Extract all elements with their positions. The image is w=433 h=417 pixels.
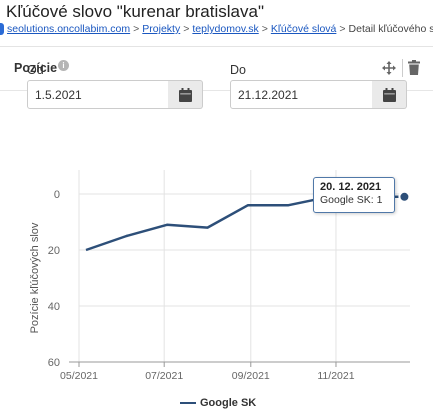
date-from-label: Od	[27, 63, 44, 77]
panel-header: Pozície i	[0, 47, 433, 91]
breadcrumb-separator: >	[133, 23, 140, 35]
x-tick-label: 07/2021	[145, 370, 183, 382]
breadcrumb-marker	[0, 23, 4, 35]
breadcrumb-link-project[interactable]: teplydomov.sk	[192, 23, 259, 35]
breadcrumb-separator: >	[339, 23, 346, 35]
y-tick-label: 20	[48, 245, 60, 257]
y-tick-label: 0	[54, 189, 60, 201]
breadcrumb-link-home[interactable]: seolutions.oncollabim.com	[7, 23, 131, 35]
y-tick-label: 60	[48, 357, 60, 369]
breadcrumb-separator: >	[261, 23, 268, 35]
legend-swatch	[180, 402, 196, 404]
calendar-icon	[383, 88, 396, 102]
x-tick-label: 09/2021	[232, 370, 270, 382]
info-icon[interactable]: i	[58, 60, 69, 71]
y-tick-label: 40	[48, 301, 60, 313]
calendar-icon	[179, 88, 192, 102]
breadcrumb-link-keywords[interactable]: Kľúčové slová	[270, 23, 337, 35]
page-title: Kľúčové slovo "kurenar bratislava"	[6, 2, 264, 21]
date-from-input[interactable]: 1.5.2021	[27, 80, 169, 109]
header-divider	[402, 59, 403, 77]
tooltip-date: 20. 12. 2021	[320, 181, 382, 193]
breadcrumb: seolutions.oncollabim.com > Projekty > t…	[0, 23, 433, 35]
x-tick-label: 05/2021	[60, 370, 98, 382]
chart-legend[interactable]: Google SK	[180, 397, 256, 409]
breadcrumb-current: Detail kľúčového slova	[348, 23, 433, 35]
trash-icon[interactable]	[408, 60, 420, 75]
move-icon[interactable]	[382, 61, 396, 75]
breadcrumb-separator: >	[183, 23, 190, 35]
panel-title: Pozície	[14, 61, 58, 75]
date-to-label: Do	[230, 63, 246, 77]
highlighted-point	[398, 190, 411, 203]
x-tick-label: 11/2021	[317, 370, 354, 382]
breadcrumb-link-projects[interactable]: Projekty	[142, 23, 181, 35]
tooltip-value: Google SK: 1	[320, 194, 383, 206]
legend-label: Google SK	[200, 397, 257, 409]
date-to-calendar-button[interactable]	[372, 80, 407, 109]
date-from-calendar-button[interactable]	[168, 80, 203, 109]
chart-tooltip: 20. 12. 2021 Google SK: 1	[313, 177, 395, 213]
date-to-input[interactable]: 21.12.2021	[230, 80, 373, 109]
y-axis-label: Pozície kľúčových slov	[29, 222, 41, 333]
